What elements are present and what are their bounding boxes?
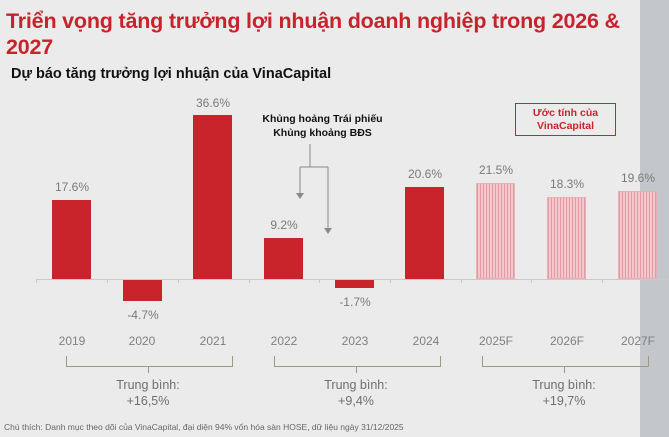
bar-2027f — [618, 191, 657, 279]
bracket-stem — [564, 366, 565, 373]
forecast-label-box: Ước tính của VinaCapital — [515, 103, 616, 136]
forecast-box-line-1: Ước tính của — [532, 106, 599, 119]
bar-2025f — [476, 183, 515, 279]
category-label-2026f: 2026F — [549, 334, 585, 348]
bracket-stem — [148, 366, 149, 373]
category-label-2021: 2021 — [199, 334, 227, 348]
category-label-2019: 2019 — [58, 334, 86, 348]
average-label-2025f-2027f: Trung bình: +19,7% — [504, 377, 624, 409]
value-label-2026f: 18.3% — [549, 177, 585, 191]
category-label-2024: 2024 — [412, 334, 440, 348]
category-label-2027f: 2027F — [620, 334, 656, 348]
category-label-2020: 2020 — [128, 334, 156, 348]
group-bracket-2022-2024 — [274, 356, 441, 367]
axis-tick — [36, 279, 37, 283]
axis-tick — [249, 279, 250, 283]
bar-2019 — [52, 200, 91, 279]
category-label-2022: 2022 — [270, 334, 298, 348]
bar-2021 — [193, 115, 232, 279]
footnote: Chú thích: Danh mục theo dõi của VinaCap… — [4, 422, 404, 432]
axis-tick — [602, 279, 603, 283]
value-label-2020: -4.7% — [127, 308, 159, 322]
average-caption: Trung bình: — [324, 378, 388, 392]
average-value: +9,4% — [338, 394, 374, 408]
value-label-2023: -1.7% — [339, 295, 371, 309]
chart-subtitle: Dự báo tăng trưởng lợi nhuận của VinaCap… — [11, 66, 332, 82]
page-title: Triển vọng tăng trưởng lợi nhuận doanh n… — [6, 9, 620, 59]
average-caption: Trung bình: — [116, 378, 180, 392]
group-bracket-2025f-2027f — [482, 356, 649, 367]
bar-2026f — [547, 197, 586, 279]
bar-2024 — [405, 187, 444, 279]
x-axis-baseline — [36, 279, 669, 280]
axis-tick — [390, 279, 391, 283]
category-label-2025f: 2025F — [478, 334, 514, 348]
bar-2022 — [264, 238, 303, 279]
axis-tick — [319, 279, 320, 283]
bracket-stem — [356, 366, 357, 373]
axis-tick — [107, 279, 108, 283]
crisis-line-1: Khủng hoảng Trái phiếu — [262, 113, 383, 125]
bar-2020 — [123, 280, 162, 301]
average-caption: Trung bình: — [532, 378, 596, 392]
forecast-box-line-2: VinaCapital — [537, 119, 594, 132]
value-label-2019: 17.6% — [54, 180, 90, 194]
value-label-2025f: 21.5% — [478, 163, 514, 177]
group-bracket-2019-2021 — [66, 356, 233, 367]
axis-tick — [461, 279, 462, 283]
bar-2023 — [335, 280, 374, 288]
average-value: +16,5% — [126, 394, 170, 408]
category-label-2023: 2023 — [341, 334, 369, 348]
axis-tick — [178, 279, 179, 283]
crisis-annotation: Khủng hoảng Trái phiếu Khủng khoảng BĐS — [250, 112, 395, 140]
axis-tick — [531, 279, 532, 283]
average-value: +19,7% — [542, 394, 586, 408]
average-label-2022-2024: Trung bình: +9,4% — [296, 377, 416, 409]
value-label-2022: 9.2% — [270, 218, 298, 232]
average-label-2019-2021: Trung bình: +16,5% — [88, 377, 208, 409]
value-label-2024: 20.6% — [407, 167, 443, 181]
value-label-2027f: 19.6% — [620, 171, 656, 185]
crisis-line-2: Khủng khoảng BĐS — [273, 127, 372, 139]
value-label-2021: 36.6% — [195, 96, 231, 110]
